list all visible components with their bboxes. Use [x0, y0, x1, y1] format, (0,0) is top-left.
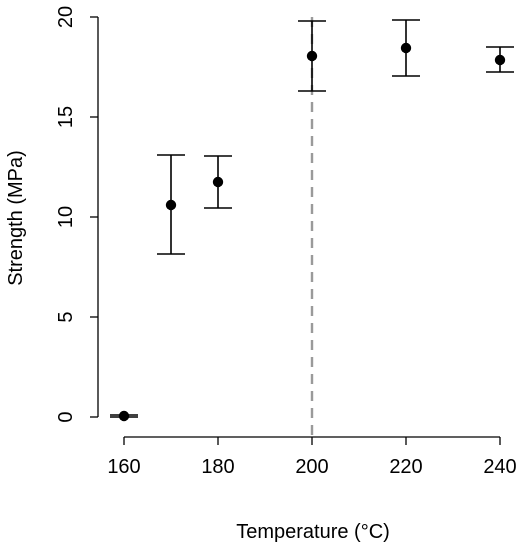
- x-axis-title: Temperature (°C): [236, 521, 390, 543]
- x-tick-label-240: 240: [483, 456, 516, 478]
- data-point-180: [212, 176, 224, 188]
- y-tick-label-10: 10: [55, 206, 77, 228]
- data-point-220: [400, 42, 412, 54]
- y-tick-label-15: 15: [55, 106, 77, 128]
- data-point-200: [306, 50, 318, 62]
- data-point-240: [494, 54, 506, 66]
- x-tick-label-220: 220: [389, 456, 422, 478]
- y-tick-label-20: 20: [55, 6, 77, 28]
- y-tick-label-5: 5: [55, 311, 77, 322]
- x-tick-label-200: 200: [295, 456, 328, 478]
- x-tick-label-160: 160: [107, 456, 140, 478]
- data-point-160: [118, 410, 130, 422]
- data-points: [118, 42, 506, 422]
- y-tick-label-0: 0: [55, 411, 77, 422]
- data-point-170: [165, 199, 177, 211]
- axes: 160 180 200 220 240 0 5 10 15 20: [55, 6, 517, 478]
- x-tick-label-180: 180: [201, 456, 234, 478]
- y-axis-title: Strength (MPa): [5, 150, 27, 286]
